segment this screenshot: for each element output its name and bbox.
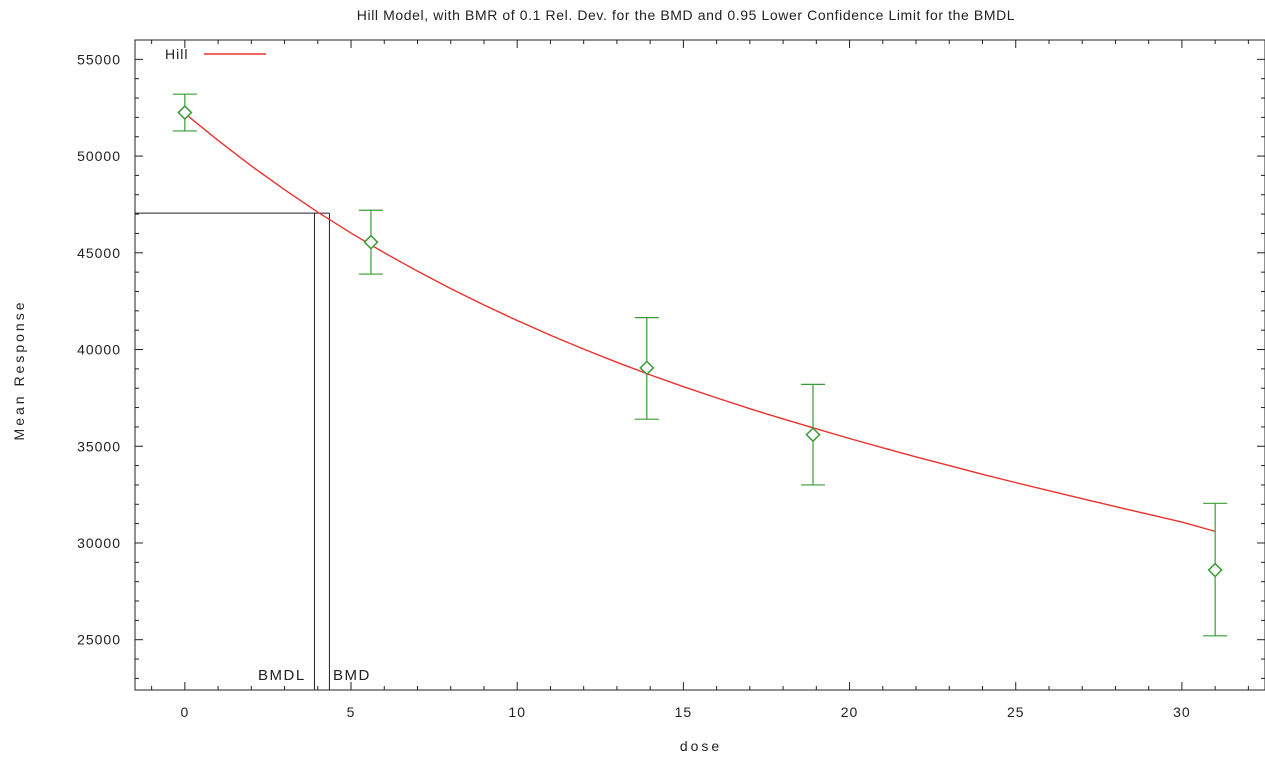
y-tick-label: 30000 bbox=[77, 535, 121, 551]
data-point-marker bbox=[363, 234, 379, 250]
y-axis-title: Mean Response bbox=[11, 300, 27, 441]
bmd-label: BMD bbox=[333, 667, 371, 684]
bmd-layer bbox=[135, 212, 330, 690]
data-point-marker bbox=[1207, 562, 1223, 578]
plot-frame bbox=[134, 39, 1265, 691]
curve-layer bbox=[184, 112, 1216, 533]
y-tick-label: 50000 bbox=[77, 148, 121, 164]
bmdl-label: BMDL bbox=[258, 667, 306, 684]
chart-title: Hill Model, with BMR of 0.1 Rel. Dev. fo… bbox=[357, 7, 1015, 23]
legend: Hill bbox=[165, 46, 266, 62]
y-tick-label: 25000 bbox=[77, 632, 121, 648]
y-tick-label: 40000 bbox=[77, 342, 121, 358]
data-point-marker bbox=[639, 360, 655, 376]
x-axis-title: dose bbox=[680, 738, 722, 754]
hill-fitted-curve bbox=[184, 112, 1216, 533]
x-tick-label: 0 bbox=[180, 704, 189, 720]
legend-label-hill: Hill bbox=[165, 46, 188, 62]
data-point-marker bbox=[805, 427, 821, 443]
x-tick-label: 5 bbox=[347, 704, 356, 720]
y-tick-label: 55000 bbox=[77, 51, 121, 67]
x-tick-label: 20 bbox=[841, 704, 859, 720]
y-tick-label: 45000 bbox=[77, 245, 121, 261]
x-tick-label: 25 bbox=[1007, 704, 1025, 720]
x-tick-label: 10 bbox=[508, 704, 526, 720]
y-tick-label: 35000 bbox=[77, 438, 121, 454]
ticks-layer: 0 5 10 15 20 25 30 25000 30000 35000 40000 45000 500… bbox=[77, 39, 1265, 720]
data-point-marker bbox=[177, 104, 193, 121]
x-tick-label: 30 bbox=[1173, 704, 1191, 720]
x-tick-label: 15 bbox=[675, 704, 693, 720]
points-layer bbox=[172, 93, 1228, 637]
